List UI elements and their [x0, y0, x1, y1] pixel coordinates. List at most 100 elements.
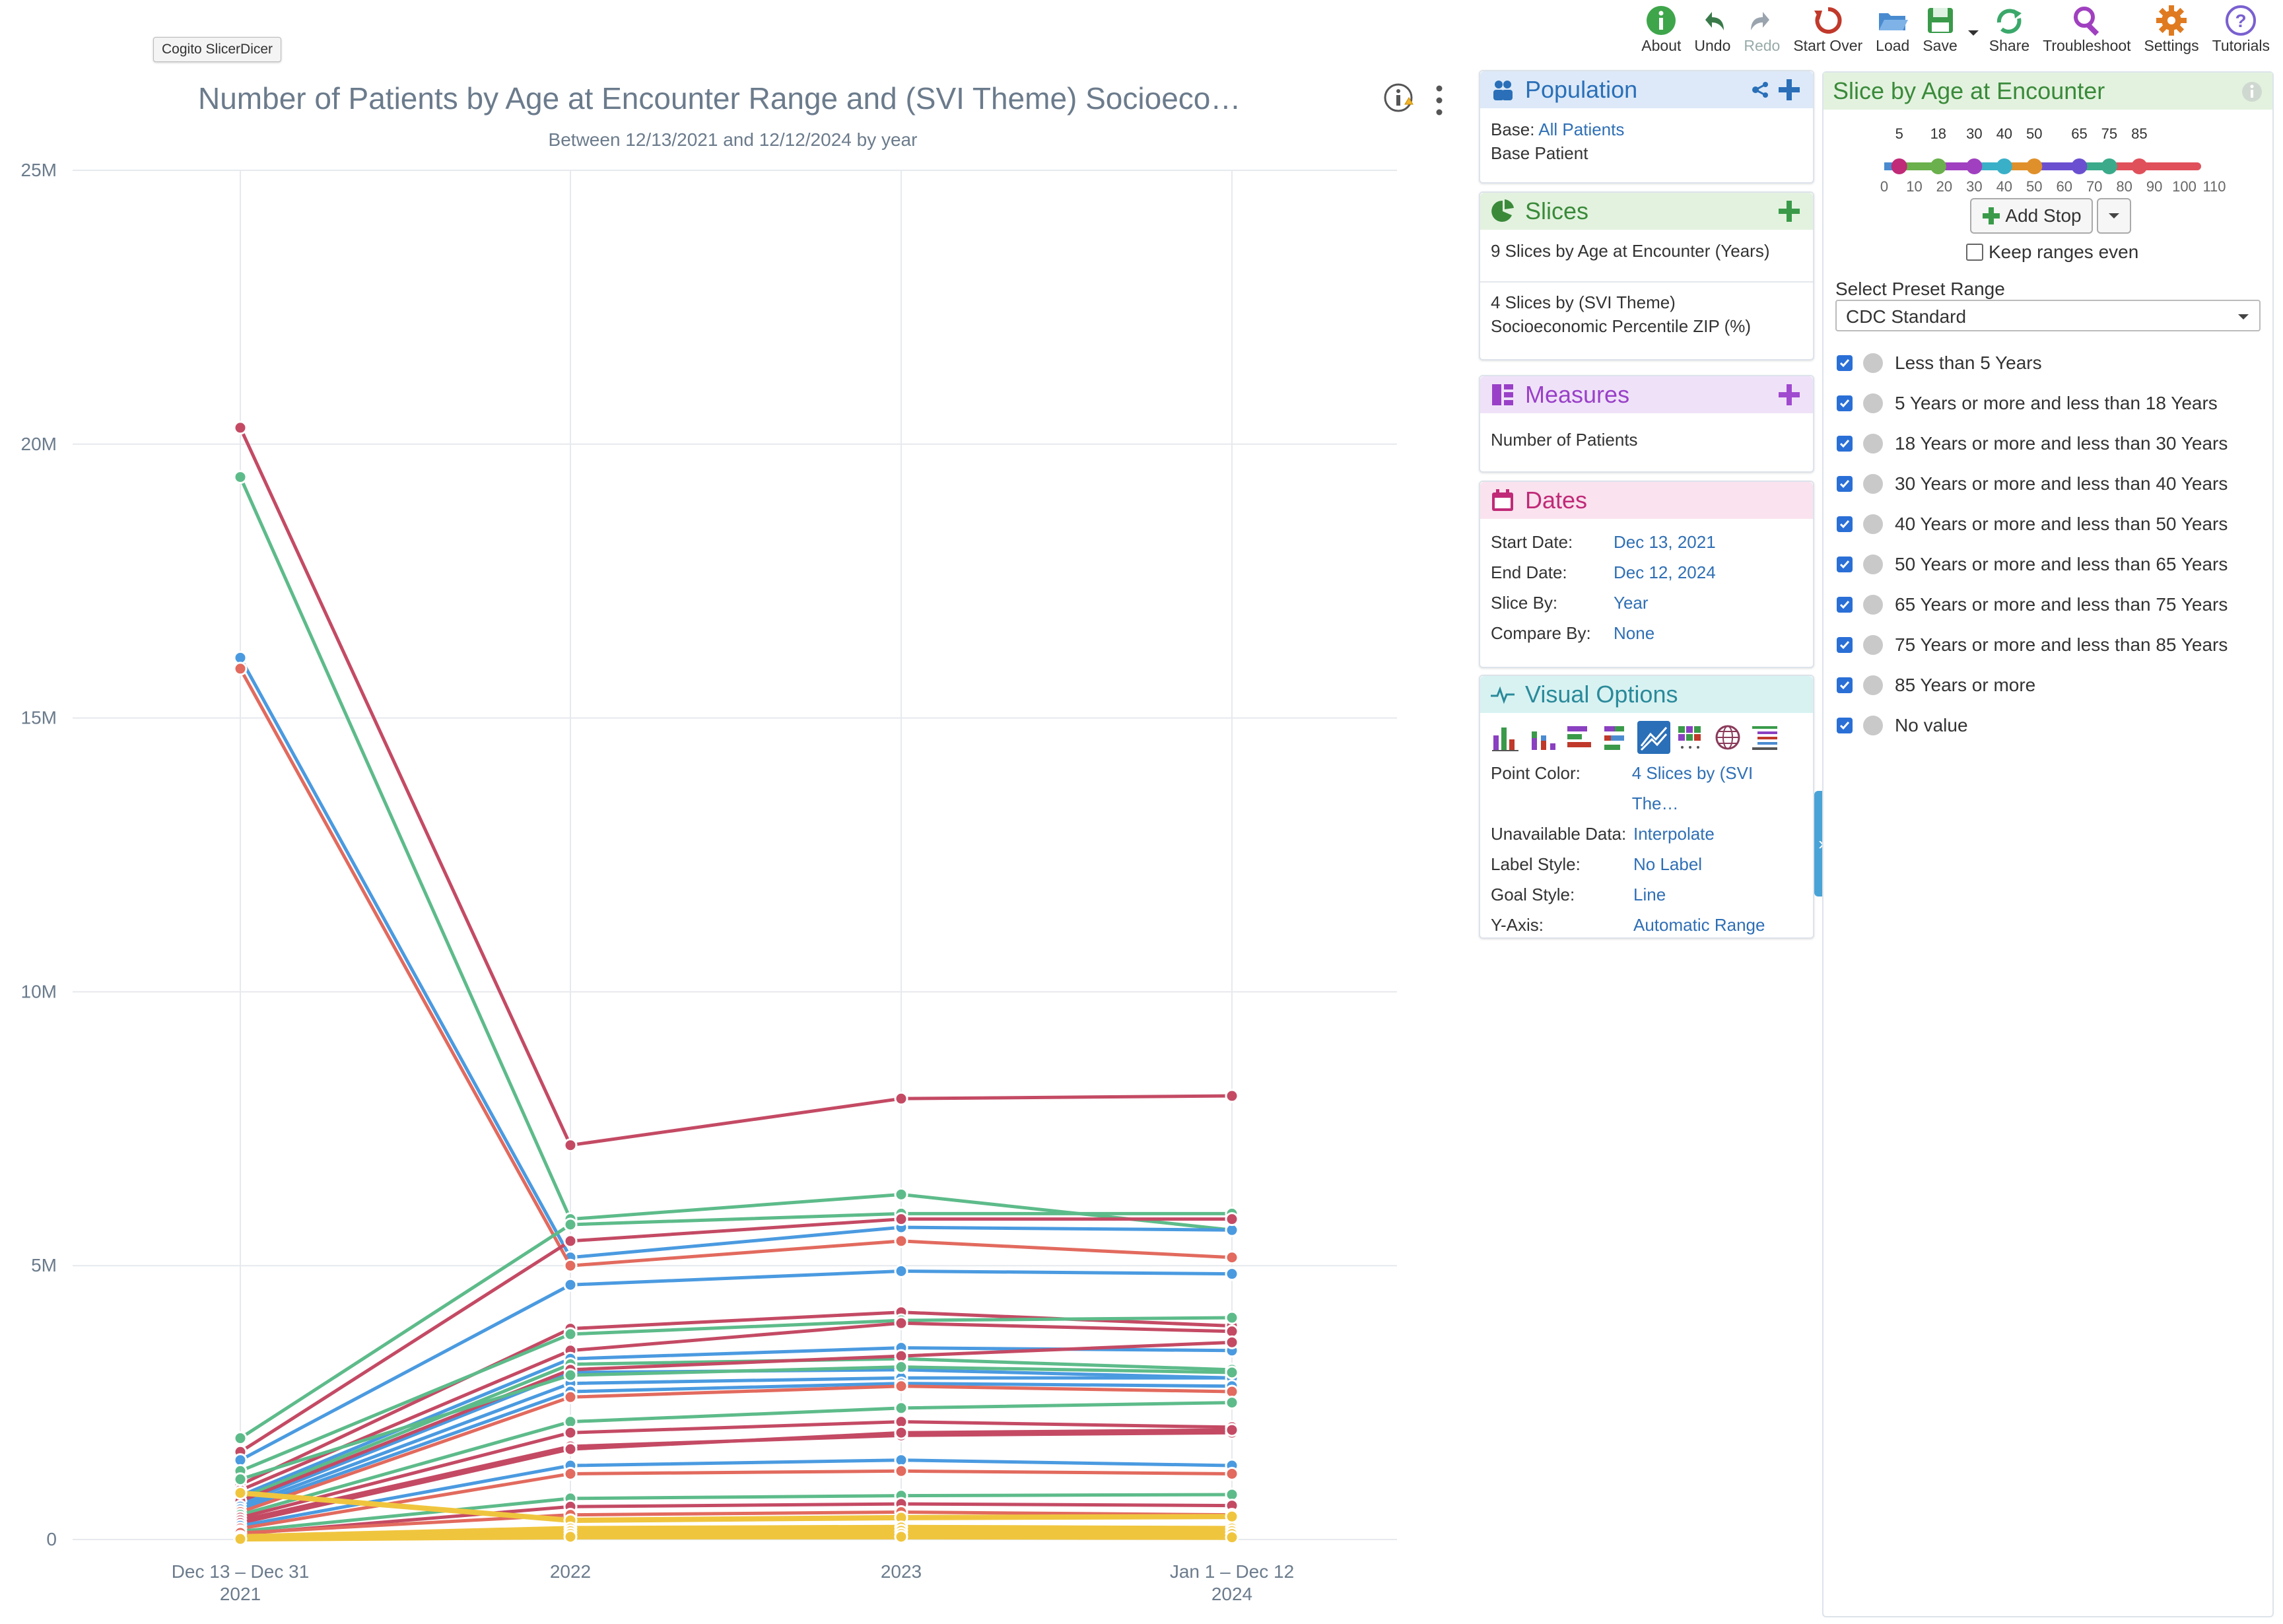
x-tick-label-year: 2024 — [1211, 1584, 1252, 1604]
compare-by-value[interactable]: None — [1614, 623, 1655, 643]
goal-style-value[interactable]: Line — [1633, 885, 1666, 904]
range-color-swatch[interactable] — [1863, 514, 1883, 534]
range-label: Less than 5 Years — [1895, 353, 2042, 373]
troubleshoot-button[interactable]: Troubleshoot — [2036, 4, 2137, 59]
horizontal-bar-icon[interactable] — [1563, 721, 1596, 754]
globe-map-icon[interactable] — [1711, 721, 1744, 754]
data-point — [894, 1401, 908, 1415]
age-range-item[interactable]: 40 Years or more and less than 50 Years — [1837, 514, 2228, 535]
add-slice-icon[interactable] — [1777, 199, 1801, 223]
share-button[interactable]: Share — [1983, 4, 2036, 59]
save-dropdown-button[interactable] — [1964, 4, 1983, 59]
age-range-item[interactable]: No value — [1837, 715, 1968, 736]
age-range-item[interactable]: 85 Years or more — [1837, 675, 2035, 696]
heatmap-icon[interactable] — [1674, 721, 1707, 754]
gear-icon — [2156, 5, 2187, 36]
measures-panel: Measures Number of Patients — [1479, 375, 1814, 473]
range-color-swatch[interactable] — [1863, 353, 1883, 373]
measures-header[interactable]: Measures — [1480, 376, 1813, 413]
slider-scale-label: 0 — [1880, 178, 1888, 195]
series-line — [240, 1493, 1233, 1534]
range-checkbox[interactable] — [1837, 718, 1853, 733]
dates-body: Start Date: Dec 13, 2021 End Date: Dec 12,… — [1480, 519, 1813, 658]
age-range-item[interactable]: 30 Years or more and less than 40 Years — [1837, 473, 2228, 494]
table-list-icon[interactable] — [1748, 721, 1781, 754]
chart-menu-icon[interactable] — [1431, 82, 1447, 119]
line-chart-icon-selected[interactable] — [1637, 721, 1670, 754]
data-point — [894, 1264, 908, 1278]
unavailable-data-value[interactable]: Interpolate — [1633, 824, 1715, 844]
stacked-horizontal-icon[interactable] — [1600, 721, 1633, 754]
age-range-item[interactable]: 75 Years or more and less than 85 Years — [1837, 634, 2228, 656]
tutorials-label: Tutorials — [2212, 37, 2270, 54]
troubleshoot-label: Troubleshoot — [2043, 37, 2131, 54]
stacked-bar-icon[interactable] — [1526, 721, 1559, 754]
slice-item-svi[interactable]: 4 Slices by (SVI Theme) Socioeconomic Pe… — [1480, 283, 1813, 346]
slice-info-icon[interactable] — [2241, 81, 2263, 103]
start-over-button[interactable]: Start Over — [1787, 4, 1869, 59]
visual-options-header[interactable]: Visual Options — [1480, 676, 1813, 713]
measure-item[interactable]: Number of Patients — [1491, 430, 1638, 450]
range-color-swatch[interactable] — [1863, 675, 1883, 695]
slice-item-age[interactable]: 9 Slices by Age at Encounter (Years) — [1480, 230, 1813, 283]
y-axis-value[interactable]: Automatic Range — [1633, 915, 1765, 935]
dates-header[interactable]: Dates — [1480, 482, 1813, 519]
age-range-item[interactable]: 50 Years or more and less than 65 Years — [1837, 554, 2228, 575]
age-range-slider[interactable]: 5 18 30 40 50 65 75 85 0 10 20 30 40 50 60 70 80 90 100 110 — [1823, 119, 2272, 198]
population-header[interactable]: Population — [1480, 71, 1813, 108]
range-checkbox[interactable] — [1837, 516, 1853, 532]
load-button[interactable]: Load — [1869, 4, 1916, 59]
range-color-swatch[interactable] — [1863, 434, 1883, 454]
range-checkbox[interactable] — [1837, 677, 1853, 693]
add-stop-button[interactable]: Add Stop — [1970, 198, 2093, 234]
age-range-item[interactable]: 18 Years or more and less than 30 Years — [1837, 433, 2228, 454]
label-style-value[interactable]: No Label — [1633, 854, 1703, 874]
range-color-swatch[interactable] — [1863, 474, 1883, 494]
age-range-item[interactable]: 5 Years or more and less than 18 Years — [1837, 393, 2218, 414]
range-checkbox[interactable] — [1837, 597, 1853, 613]
data-point — [563, 1277, 578, 1292]
range-color-swatch[interactable] — [1863, 555, 1883, 574]
add-stop-dropdown[interactable] — [2097, 198, 2131, 234]
checkmark-icon — [1839, 359, 1850, 368]
bar-chart-icon[interactable] — [1489, 721, 1522, 754]
settings-button[interactable]: Settings — [2138, 4, 2206, 59]
chart-info-warning-icon[interactable] — [1382, 82, 1417, 116]
range-checkbox[interactable] — [1837, 436, 1853, 452]
range-color-swatch[interactable] — [1863, 595, 1883, 615]
range-color-swatch[interactable] — [1863, 635, 1883, 655]
range-checkbox[interactable] — [1837, 395, 1853, 411]
chevron-down-icon — [1967, 30, 1979, 36]
slice-by-value[interactable]: Year — [1614, 593, 1649, 613]
redo-button[interactable]: Redo — [1737, 4, 1787, 59]
age-range-item[interactable]: 65 Years or more and less than 75 Years — [1837, 594, 2228, 615]
range-checkbox[interactable] — [1837, 557, 1853, 572]
point-color-value[interactable]: 4 Slices by (SVI The… — [1631, 763, 1754, 813]
slider-scale-label: 40 — [1996, 178, 2012, 195]
base-value-link[interactable]: All Patients — [1538, 119, 1625, 139]
share-icon — [1997, 9, 2022, 34]
about-button[interactable]: About — [1635, 4, 1687, 59]
keep-even-checkbox[interactable] — [1966, 244, 1983, 261]
start-date-value[interactable]: Dec 13, 2021 — [1614, 532, 1716, 552]
save-button[interactable]: Save — [1916, 4, 1963, 59]
population-filter-icon[interactable] — [1750, 79, 1771, 100]
pulse-icon — [1491, 686, 1515, 704]
end-date-value[interactable]: Dec 12, 2024 — [1614, 562, 1716, 582]
range-checkbox[interactable] — [1837, 637, 1853, 653]
range-checkbox[interactable] — [1837, 355, 1853, 371]
add-stop-label: Add Stop — [2005, 205, 2082, 226]
checkmark-icon — [1839, 722, 1850, 730]
preset-range-select[interactable]: CDC Standard — [1835, 300, 2261, 331]
undo-button[interactable]: Undo — [1687, 4, 1737, 59]
slices-header[interactable]: Slices — [1480, 193, 1813, 230]
range-color-swatch[interactable] — [1863, 716, 1883, 735]
tutorials-button[interactable]: ? Tutorials — [2206, 4, 2276, 59]
range-color-swatch[interactable] — [1863, 393, 1883, 413]
age-range-item[interactable]: Less than 5 Years — [1837, 353, 2042, 374]
data-point — [563, 1258, 578, 1273]
add-measure-icon[interactable] — [1777, 383, 1801, 407]
svg-text:?: ? — [2235, 11, 2247, 31]
add-population-icon[interactable] — [1777, 78, 1801, 102]
range-checkbox[interactable] — [1837, 476, 1853, 492]
